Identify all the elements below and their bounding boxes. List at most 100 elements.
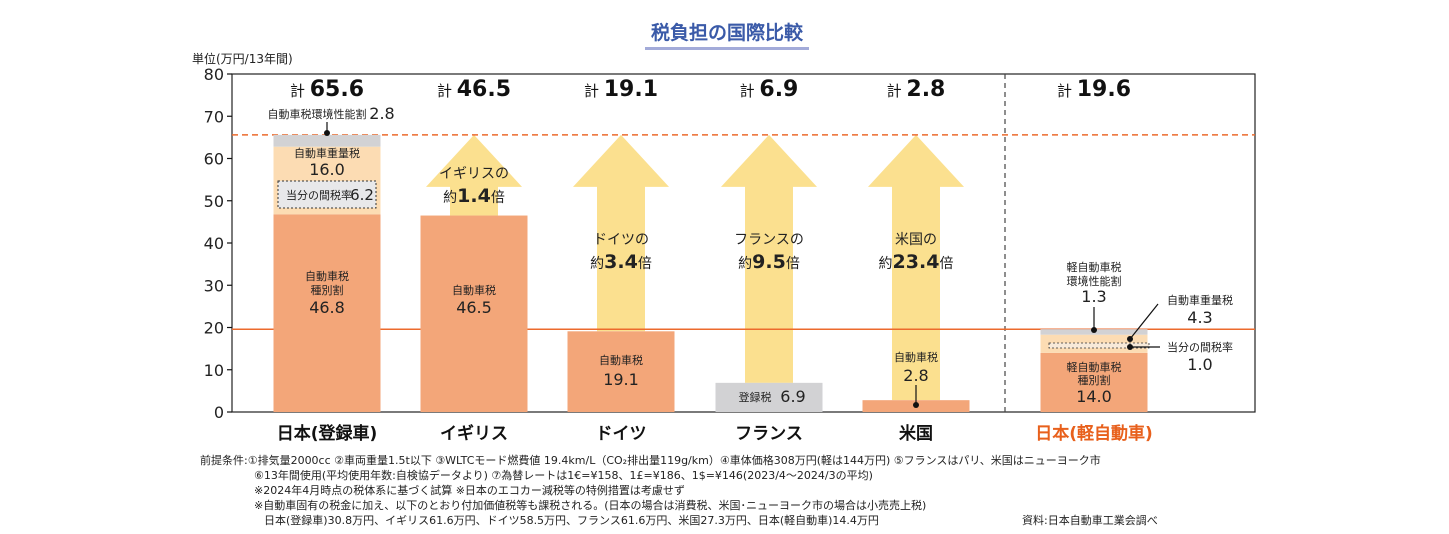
footnote-line-5: 日本(登録車)30.8万円、イギリス61.6万円、ドイツ58.5万円、フランス6…: [264, 514, 879, 527]
total-label: 計 2.8: [887, 77, 946, 102]
bar-segment: [273, 214, 381, 412]
segment-label: 自動車税: [599, 353, 643, 367]
multiplier-arrow: [573, 134, 669, 332]
bar-segment: [273, 134, 381, 147]
total-label-part: 計: [584, 82, 604, 100]
segment-value: 46.5: [456, 298, 492, 317]
total-label: 計 19.6: [1057, 77, 1131, 102]
multiplier-arrow: [868, 134, 964, 401]
leader-dot: [324, 130, 330, 136]
footnote-line-4: ※自動車固有の税金に加え、以下のとおり付加価値税等も課税される。(日本の場合は消…: [254, 499, 927, 512]
segment-label: 自動車重量税: [294, 146, 360, 160]
leader-dot: [1127, 336, 1133, 342]
segment-label: 種別割: [311, 283, 344, 297]
category-label: イギリス: [440, 424, 508, 444]
total-label-part: 2.8: [906, 77, 945, 102]
total-label-part: 46.5: [457, 77, 511, 102]
y-tick-label: 80: [204, 65, 224, 84]
footnote-line-3: ※2024年4月時点の税体系に基づく試算 ※日本のエコカー減税等の特例措置は考慮…: [254, 484, 685, 497]
arrow-multiplier-part: 倍: [491, 190, 505, 206]
sub-rate-label: 当分の間税率: [286, 188, 352, 202]
segment-value: 46.8: [309, 298, 345, 317]
arrow-multiplier-part: 約: [738, 256, 752, 272]
segment-value: 16.0: [309, 160, 345, 179]
bar-segment: [567, 331, 675, 412]
arrow-multiplier: 約9.5倍: [738, 251, 800, 273]
total-label: 計 46.5: [437, 77, 511, 102]
arrow-multiplier: 約3.4倍: [590, 251, 652, 273]
arrow-multiplier-part: 23.4: [893, 251, 940, 273]
sub-rate-value: 1.0: [1187, 355, 1212, 374]
total-label-part: 計: [290, 82, 310, 100]
y-tick-label: 20: [204, 319, 224, 338]
footnote-line-1: 前提条件:①排気量2000cc ②車両重量1.5t以下 ③WLTCモード燃費値 …: [200, 454, 1101, 467]
bar-segment: [715, 382, 823, 412]
total-label-part: 計: [437, 82, 457, 100]
arrow-multiplier-part: 約: [590, 256, 604, 272]
arrow-label: フランスの: [734, 232, 804, 248]
total-label-part: 6.9: [759, 77, 798, 102]
segment-label: 軽自動車税: [1067, 260, 1122, 274]
arrow-label: イギリスの: [439, 166, 509, 182]
segment-value: 4.3: [1187, 308, 1212, 327]
arrow-multiplier-part: 約: [879, 256, 893, 272]
bar-segment: [420, 215, 528, 412]
arrow-multiplier-part: 3.4: [604, 251, 638, 273]
source-note: 資料:日本自動車工業会調べ: [1022, 514, 1158, 527]
y-tick-label: 40: [204, 234, 224, 253]
chart-title: 税負担の国際比較: [651, 21, 804, 44]
arrow-multiplier-part: 9.5: [752, 251, 786, 273]
unit-label: 単位(万円/13年間): [192, 51, 293, 66]
arrow-multiplier: 約23.4倍: [879, 251, 954, 273]
total-label-part: 計: [887, 82, 907, 100]
segment-value: 2.8: [903, 366, 928, 385]
y-tick-label: 10: [204, 361, 224, 380]
arrow-label: 米国の: [895, 232, 937, 248]
category-label: フランス: [735, 424, 803, 444]
multiplier-arrow: [426, 134, 522, 216]
category-label: 日本(登録車): [277, 423, 378, 444]
segment-label: 自動車重量税: [1167, 293, 1233, 307]
segment-value: 2.8: [369, 104, 394, 123]
segment-label: 自動車税: [894, 350, 938, 364]
bar-segment: [1040, 352, 1148, 412]
total-label: 計 65.6: [290, 77, 364, 102]
sub-rate-box: [1048, 342, 1150, 349]
leader-dot: [1091, 327, 1097, 333]
sub-rate-box: [277, 180, 377, 209]
sub-rate-value: 6.2: [350, 186, 374, 204]
segment-value: 6.9: [780, 387, 805, 406]
arrow-multiplier-part: 約: [443, 190, 457, 206]
leader-dot: [913, 402, 919, 408]
total-label: 計 6.9: [740, 77, 799, 102]
y-tick-label: 50: [204, 192, 224, 211]
total-label-part: 計: [740, 82, 760, 100]
total-label-part: 計: [1057, 82, 1077, 100]
arrow-label: ドイツの: [593, 232, 649, 248]
segment-value: 1.3: [1081, 287, 1106, 306]
segment-label: 環境性能割: [1067, 274, 1122, 288]
title-underline: [645, 47, 809, 50]
segment-label: 自動車税: [452, 283, 496, 297]
y-tick-label: 70: [204, 107, 224, 126]
y-tick-label: 0: [214, 403, 224, 422]
multiplier-arrow: [721, 134, 817, 383]
segment-label: 登録税: [739, 390, 772, 404]
total-label-part: 65.6: [310, 77, 364, 102]
category-label: 米国: [899, 423, 933, 444]
total-label: 計 19.1: [584, 77, 658, 102]
arrow-multiplier-part: 倍: [939, 256, 953, 272]
arrow-multiplier-part: 1.4: [457, 185, 491, 207]
segment-label: 軽自動車税: [1067, 360, 1122, 374]
arrow-multiplier-part: 倍: [786, 256, 800, 272]
total-label-part: 19.6: [1077, 77, 1131, 102]
category-label: ドイツ: [596, 424, 647, 444]
y-tick-label: 60: [204, 150, 224, 169]
footnote-line-2: ⑥13年間使用(平均使用年数:自検協データより) ⑦為替レートは1€=¥158、…: [254, 469, 873, 482]
category-label: 日本(軽自動車): [1035, 423, 1153, 444]
segment-value: 19.1: [603, 370, 639, 389]
segment-value: 14.0: [1076, 387, 1112, 406]
leader-dot: [1127, 344, 1133, 350]
total-label-part: 19.1: [604, 77, 658, 102]
